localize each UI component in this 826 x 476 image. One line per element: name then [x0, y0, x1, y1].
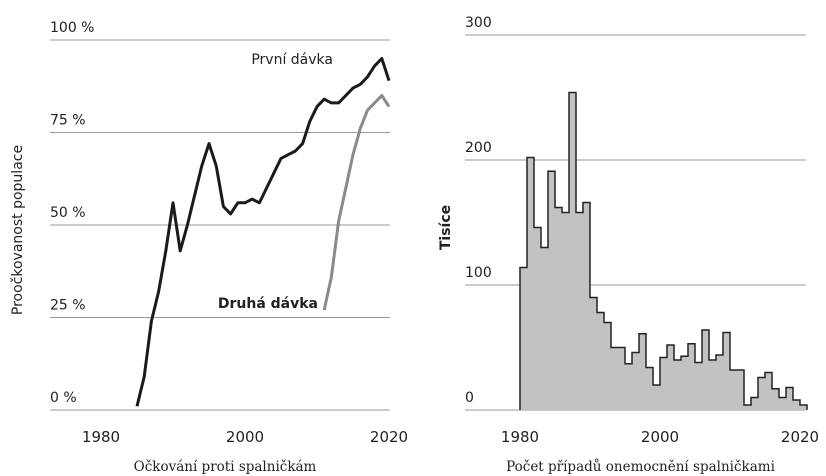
y-tick-label: 50 % — [50, 205, 86, 221]
x-tick-label: 2000 — [641, 428, 679, 446]
x-axis-label: Očkování proti spalničkám — [134, 459, 317, 475]
histogram-bar — [646, 367, 653, 410]
histogram-bar — [772, 388, 779, 410]
x-tick-label: 1980 — [82, 428, 120, 446]
line-series — [322, 94, 391, 311]
series-label: Druhá dávka — [218, 296, 318, 312]
histogram-bar — [716, 355, 723, 410]
y-tick-label: 200 — [465, 140, 492, 156]
histogram-bar — [625, 363, 632, 410]
y-axis-label: Tisíce — [438, 205, 454, 250]
series-label: První dávka — [251, 52, 333, 68]
histogram-bar — [674, 360, 681, 410]
histogram-bar — [737, 370, 744, 410]
histogram-bar — [583, 202, 590, 410]
histogram-bar — [520, 267, 527, 410]
x-tick-label: 2000 — [226, 428, 264, 446]
histogram-bar — [681, 356, 688, 410]
y-tick-label: 25 % — [50, 298, 86, 314]
x-axis-label: Počet případů onemocnění spalničkami — [506, 459, 775, 475]
histogram-bar — [751, 397, 758, 410]
histogram-bar — [793, 400, 800, 410]
histogram-bar — [555, 207, 562, 410]
x-tick-label: 2020 — [370, 428, 408, 446]
histogram-bar — [744, 405, 751, 410]
line-series — [135, 57, 391, 407]
histogram-bar — [597, 312, 604, 410]
histogram-bar — [534, 227, 541, 410]
histogram-bar — [618, 347, 625, 410]
histogram-bar — [786, 387, 793, 410]
histogram-bar — [569, 92, 576, 410]
x-tick-label: 2020 — [781, 428, 819, 446]
y-tick-label: 100 % — [50, 20, 94, 36]
y-tick-label: 0 — [465, 390, 474, 406]
y-tick-label: 75 % — [50, 113, 86, 129]
histogram-bar — [779, 397, 786, 410]
histogram-bar — [709, 360, 716, 410]
histogram-bar — [604, 322, 611, 410]
y-tick-label: 100 — [465, 265, 492, 281]
histogram-bar — [730, 370, 737, 410]
histogram-bar — [688, 343, 695, 410]
histogram-bar — [667, 345, 674, 410]
histogram-bar — [723, 332, 730, 410]
histogram-bar — [562, 212, 569, 410]
histogram-bar — [702, 330, 709, 410]
histogram-bar — [653, 385, 660, 410]
histogram-bar — [576, 212, 583, 410]
y-tick-label: 0 % — [50, 390, 77, 406]
histogram-bar — [800, 405, 807, 410]
y-axis-label: Proočkovanost populace — [10, 145, 26, 315]
histogram-outline — [519, 91, 808, 410]
y-tick-label: 300 — [465, 15, 492, 31]
histogram-bar — [541, 247, 548, 410]
histogram-bar — [632, 352, 639, 410]
histogram-bar — [611, 347, 618, 410]
histogram-bar — [527, 157, 534, 410]
histogram-bar — [639, 333, 646, 410]
histogram-bar — [590, 297, 597, 410]
histogram-bar — [758, 377, 765, 410]
x-tick-label: 1980 — [501, 428, 539, 446]
histogram-bar — [765, 372, 772, 410]
histogram-bar — [695, 362, 702, 410]
histogram-bar — [660, 357, 667, 410]
histogram-bar — [548, 171, 555, 410]
